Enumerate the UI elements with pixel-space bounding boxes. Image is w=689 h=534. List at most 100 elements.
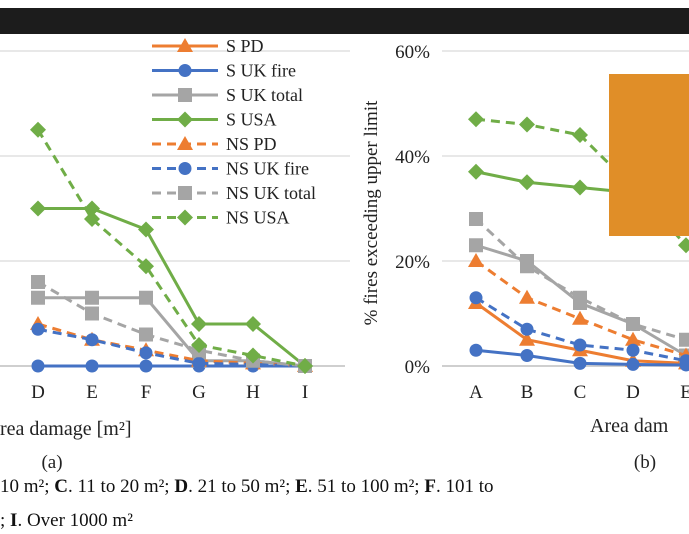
legend-label-s-uk-fire: S UK fire: [226, 61, 296, 81]
caption-text: . 21 to 50 m²;: [188, 476, 296, 497]
panel-b-y-tick-label: 0%: [405, 357, 431, 378]
panel-a-point-s-uk-total: [31, 290, 45, 305]
panel-b-point-ns-uk-total: [469, 212, 483, 226]
panel-a-x-tick-label: I: [302, 382, 308, 403]
panel-b-point-ns-uk-total: [573, 290, 587, 305]
panel-b-y-tick-label: 60%: [395, 42, 430, 63]
panel-b-panel-label: (b): [634, 452, 656, 473]
caption-text: 10 m²;: [0, 476, 55, 497]
panel-b-point-s-uk-fire: [520, 349, 534, 362]
panel-b-point-s-uk-fire: [469, 343, 483, 357]
panel-b-point-ns-uk-fire: [626, 343, 640, 357]
panel-a-x-tick-label: D: [31, 382, 45, 403]
caption-text: . 51 to 100 m²;: [307, 476, 425, 497]
legend-marker-ns-pd: [177, 136, 193, 150]
top-black-bar: [0, 8, 689, 34]
panel-a-point-s-usa: [191, 316, 207, 332]
panel-a-x-tick-label: H: [246, 382, 260, 403]
panel-a-series-line-ns-usa: [36, 128, 306, 368]
panel-a-point-s-uk-total: [85, 290, 99, 305]
panel-b-y-tick-label: 20%: [395, 252, 430, 273]
legend-label-s-pd: S PD: [226, 36, 264, 56]
panel-b-point-ns-uk-fire: [573, 338, 587, 352]
panel-b-x-tick-label: C: [574, 382, 587, 403]
panel-b-point-s-usa: [519, 174, 535, 191]
legend-label-ns-uk-fire: NS UK fire: [226, 159, 309, 179]
panel-b-series-line-ns-pd: [475, 259, 687, 357]
panel-a-point-s-usa: [30, 200, 46, 217]
caption-category-letter: D: [174, 476, 189, 497]
panel-b-point-s-usa: [468, 163, 484, 180]
panel-b-point-ns-usa: [678, 237, 689, 254]
caption-text: . Over 1000 m²: [17, 510, 133, 531]
panel-b-point-ns-usa: [572, 127, 588, 143]
panel-b-point-s-pd: [519, 331, 535, 346]
caption-text: ;: [0, 510, 11, 531]
caption-category-letter: E: [295, 476, 308, 497]
legend-label-s-usa: S USA: [226, 110, 277, 130]
panel-a-point-ns-uk-total: [31, 275, 45, 289]
legend-marker-ns-uk-total: [178, 186, 192, 200]
panel-b-series-line-ns-uk-total: [474, 217, 687, 342]
overlay-box: [609, 74, 689, 236]
panel-b-point-ns-uk-fire: [469, 291, 483, 305]
panel-a-series-line-s-uk-total: [38, 296, 306, 368]
panel-a-point-ns-uk-total: [139, 327, 153, 342]
panel-a-point-ns-usa: [84, 211, 100, 227]
panel-b-y-tick-label: 40%: [395, 147, 430, 168]
legend-label-ns-uk-total: NS UK total: [226, 183, 316, 203]
panel-a-series-line-ns-uk-fire: [37, 327, 306, 368]
panel-b-point-s-uk-fire: [573, 356, 587, 370]
panel-a-x-tick-label: G: [192, 382, 206, 403]
panel-a-point-ns-uk-fire: [139, 346, 153, 360]
panel-b-x-tick-label: B: [521, 382, 534, 403]
panel-b-point-ns-pd: [519, 289, 535, 304]
panel-b-point-ns-uk-total: [679, 332, 689, 347]
panel-b-point-ns-uk-fire: [520, 322, 534, 336]
panel-a-point-ns-usa: [138, 258, 154, 275]
panel-b-point-s-usa: [572, 179, 588, 196]
panel-b-point-ns-pd: [468, 253, 484, 267]
panel-b-point-s-uk-total: [469, 238, 483, 253]
panel-a-point-s-uk-total: [139, 290, 153, 305]
panel-a-point-s-uk-fire: [139, 359, 153, 373]
caption-line-1: 10 m²; C. 11 to 20 m²; D. 21 to 50 m²; E…: [0, 476, 493, 498]
panel-b-point-ns-usa: [468, 111, 484, 128]
legend-marker-s-usa: [177, 111, 193, 128]
panel-b-point-ns-uk-total: [626, 317, 640, 331]
panel-a-point-ns-uk-total: [85, 306, 99, 321]
panel-a-x-tick-label: E: [86, 382, 98, 403]
panel-a-series-line-s-usa: [38, 207, 306, 368]
panel-a-point-s-uk-fire: [31, 359, 45, 373]
caption-category-letter: C: [54, 476, 68, 497]
panel-a-x-axis-title: rea damage [m²]: [0, 418, 131, 440]
panel-a-point-ns-uk-fire: [192, 356, 206, 370]
panel-b-x-tick-label: A: [469, 382, 483, 403]
panel-b-x-tick-label: D: [626, 382, 640, 403]
legend-marker-s-uk-fire: [178, 64, 192, 77]
caption-category-letter: F: [424, 476, 436, 497]
caption-line-2: ; I. Over 1000 m²: [0, 510, 133, 532]
panel-a-point-ns-usa: [30, 121, 46, 138]
panel-b-x-tick-label: E: [680, 382, 689, 403]
legend-marker-ns-uk-fire: [178, 162, 192, 175]
panel-b-point-s-uk-fire: [626, 357, 640, 371]
panel-a-point-s-usa: [245, 316, 261, 332]
caption-text: . 101 to: [435, 476, 494, 497]
panel-a-panel-label: (a): [41, 452, 62, 473]
legend-marker-s-uk-total: [178, 88, 192, 102]
caption-category-letter: I: [10, 510, 18, 531]
panel-b-x-axis-title: Area dam: [590, 415, 669, 437]
legend-label-ns-pd: NS PD: [226, 134, 277, 154]
panel-b-point-ns-pd: [572, 310, 588, 325]
panel-b-point-ns-pd: [625, 331, 641, 346]
panel-b-point-ns-usa: [519, 116, 535, 133]
panel-a-point-ns-uk-fire: [31, 322, 45, 336]
legend-label-s-uk-total: S UK total: [226, 85, 303, 105]
panel-a-point-ns-usa: [245, 347, 261, 364]
panel-b-point-ns-uk-fire: [679, 354, 689, 368]
panel-b-point-ns-uk-total: [520, 259, 534, 274]
legend-marker-s-pd: [177, 38, 193, 52]
panel-b-series-line-ns-uk-fire: [475, 296, 687, 363]
